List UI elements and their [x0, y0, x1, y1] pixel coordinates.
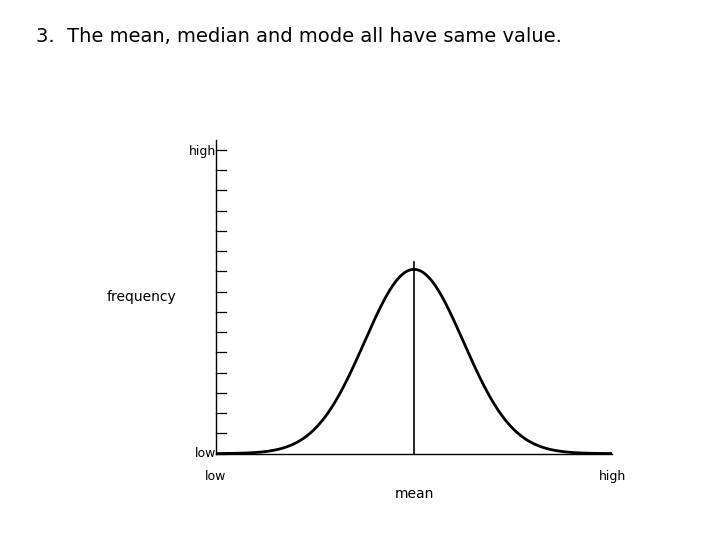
Text: frequency: frequency — [107, 290, 176, 304]
Text: high: high — [189, 145, 216, 158]
Text: low: low — [205, 470, 227, 483]
Text: low: low — [194, 447, 216, 460]
Text: high: high — [598, 470, 626, 483]
Text: 3.  The mean, median and mode all have same value.: 3. The mean, median and mode all have sa… — [36, 27, 562, 46]
Text: mean: mean — [395, 487, 433, 501]
